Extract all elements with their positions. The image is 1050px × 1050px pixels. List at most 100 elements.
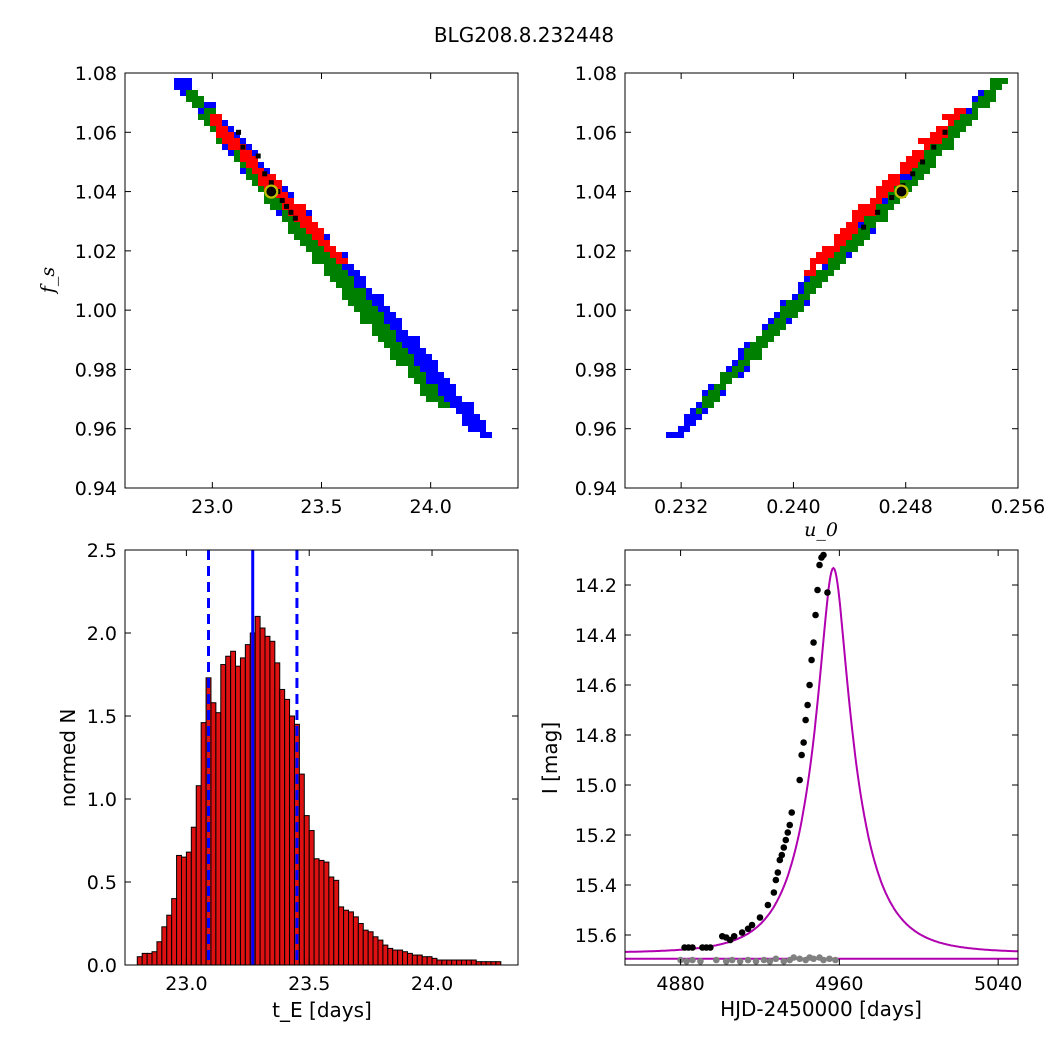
sigma1-cell — [312, 222, 318, 228]
sigma2-cell — [270, 204, 276, 210]
histogram-bar — [328, 876, 335, 966]
histogram-bar — [313, 858, 320, 966]
histogram-bar — [171, 898, 178, 966]
sigma2-cell — [702, 402, 708, 408]
sigma3-cell — [396, 336, 402, 342]
panel-te-histogram-plot-area — [136, 550, 502, 966]
sigma2-cell — [768, 324, 774, 330]
sigma2-cell — [186, 96, 192, 102]
sigma3-cell — [702, 408, 708, 414]
sigma3-cell — [690, 420, 696, 426]
histogram-bar — [289, 715, 295, 966]
histogram-bar — [264, 635, 271, 966]
histogram-bar — [220, 664, 227, 966]
sigma3-cell — [462, 408, 468, 414]
sigma2-cell — [972, 108, 978, 114]
sigma2-cell — [912, 168, 918, 174]
histogram-bar — [402, 951, 408, 966]
sigma3-cell — [396, 330, 402, 336]
sigma3-cell — [480, 426, 486, 432]
sigma1-cell — [942, 114, 948, 120]
sigma3-cell — [384, 318, 390, 324]
sigma2-cell — [750, 342, 756, 348]
sigma2-cell — [774, 318, 780, 324]
sigma2-cell — [402, 354, 408, 360]
sigma2-cell — [996, 84, 1002, 90]
sigma2-cell — [786, 312, 792, 318]
sigma1-cell — [282, 192, 288, 198]
sigma3-cell — [768, 318, 774, 324]
sigma2-cell — [948, 132, 954, 138]
sigma2-cell — [330, 258, 336, 264]
sigma2-cell — [432, 384, 438, 390]
sigma2-cell — [348, 288, 354, 294]
panel-u0-fs-frame — [624, 72, 1019, 489]
sigma3-cell — [786, 318, 792, 324]
sigma1-cell — [852, 210, 858, 216]
sigma3-cell — [390, 324, 396, 330]
sigma3-cell — [462, 402, 468, 408]
sigma2-cell — [366, 306, 372, 312]
sigma1-cell — [936, 126, 942, 132]
sigma2-cell — [810, 276, 816, 282]
sigma2-cell — [360, 300, 366, 306]
sigma2-cell — [210, 126, 216, 132]
sigma1-cell — [906, 156, 912, 162]
sigma3-cell — [798, 282, 804, 288]
baseline-data-point — [713, 956, 720, 964]
sigma2-cell — [822, 276, 828, 282]
sigma2-cell — [420, 390, 426, 396]
sigma3-cell — [474, 414, 480, 420]
sigma3-cell — [480, 432, 486, 438]
sigma2-cell — [978, 102, 984, 108]
sigma2-cell — [960, 114, 966, 120]
x-tick-label: 23.5 — [300, 496, 342, 518]
sigma2-cell — [966, 114, 972, 120]
sigma2-cell — [378, 312, 384, 318]
sigma2-cell — [882, 210, 888, 216]
sigma3-cell — [390, 318, 396, 324]
sigma3-cell — [360, 282, 366, 288]
sigma2-cell — [852, 240, 858, 246]
sigma2-cell — [858, 228, 864, 234]
sigma2-cell — [402, 360, 408, 366]
sigma2-cell — [396, 360, 402, 366]
sigma3-cell — [360, 276, 366, 282]
y-tick-label: 15.2 — [575, 825, 617, 847]
sigma2-cell — [834, 252, 840, 258]
sigma2-cell — [930, 162, 936, 168]
sigma1-cell — [288, 204, 294, 210]
sigma2-cell — [378, 318, 384, 324]
sigma1-cell — [828, 252, 834, 258]
sigma2-cell — [834, 264, 840, 270]
sigma1-cell — [318, 228, 324, 234]
sigma2-cell — [924, 168, 930, 174]
sigma2-cell — [738, 360, 744, 366]
histogram-bar — [357, 923, 364, 966]
y-tick-label: 2.0 — [87, 623, 117, 645]
sigma2-cell — [312, 252, 318, 258]
sigma3-cell — [684, 426, 690, 432]
sigma1-cell — [822, 252, 828, 258]
sigma1-cell — [246, 156, 252, 162]
sigma2-cell — [318, 252, 324, 258]
sigma3-cell — [438, 390, 444, 396]
sigma2-cell — [756, 342, 762, 348]
sigma2-cell — [912, 174, 918, 180]
y-tick-label: 1.04 — [575, 182, 617, 204]
sigma1-cell — [240, 156, 246, 162]
chain-point — [255, 153, 261, 159]
sigma2-cell — [858, 240, 864, 246]
sigma2-cell — [846, 246, 852, 252]
sigma2-cell — [780, 312, 786, 318]
panel-light-curve-axes: 4880 4960 5040 14.2 14.4 14.6 14.8 15.0 15.2 15.4… — [575, 550, 1022, 995]
sigma3-cell — [450, 396, 456, 402]
panel-te-histogram: 23.0 23.5 24.0 0.0 0.5 1.0 1.5 2.0 2.5 t_E [days… — [56, 540, 519, 1022]
event-data-point — [738, 929, 746, 936]
event-data-point — [770, 889, 778, 896]
panel-te-histogram-xlabel: t_E [days] — [272, 998, 372, 1022]
sigma3-cell — [846, 252, 852, 258]
sigma1-cell — [840, 234, 846, 240]
sigma1-cell — [840, 228, 846, 234]
